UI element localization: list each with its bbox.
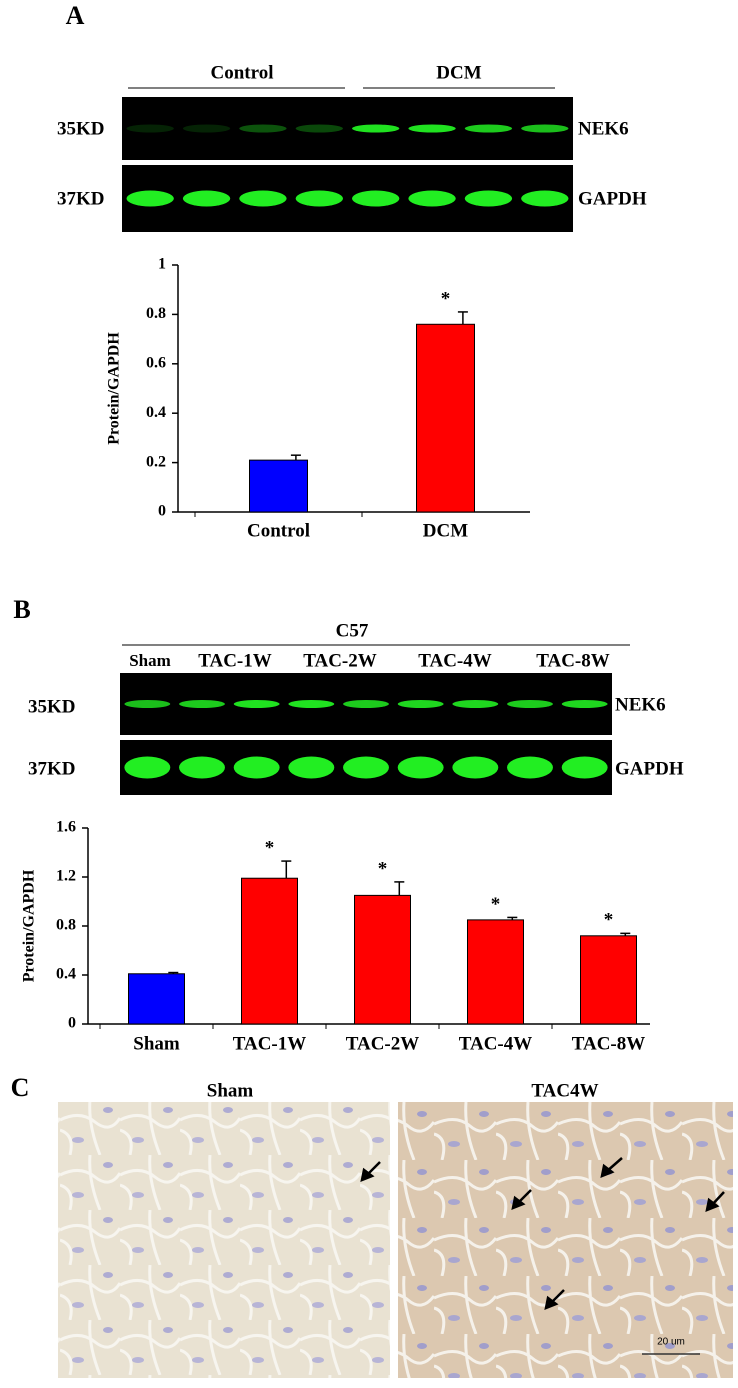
blot-band — [126, 190, 174, 207]
band-size: 35KD — [57, 118, 105, 139]
y-tick-label: 1 — [158, 256, 166, 273]
blot-band — [521, 190, 569, 207]
image-title: Sham — [207, 1080, 254, 1101]
blot-band — [397, 700, 444, 708]
blot-band — [179, 700, 225, 708]
group-label: DCM — [436, 62, 481, 83]
x-tick-label: TAC-1W — [233, 1033, 307, 1054]
bar — [416, 323, 475, 513]
panel-label: B — [13, 595, 30, 624]
blot-band — [397, 756, 444, 779]
blot-band — [124, 700, 171, 708]
significance: * — [441, 288, 451, 309]
blot-band — [295, 124, 343, 133]
strain-label: C57 — [336, 620, 369, 641]
y-tick-label: 0.4 — [56, 966, 76, 983]
blot-band — [233, 700, 280, 708]
y-tick-label: 0.4 — [146, 404, 166, 421]
bar — [241, 877, 298, 1025]
blot-band — [507, 700, 553, 708]
band-protein: GAPDH — [615, 758, 684, 779]
blot-band — [124, 756, 171, 779]
y-axis-label: Protein/GAPDH — [106, 332, 123, 445]
blot-band — [179, 756, 225, 779]
y-tick-label: 0.6 — [146, 354, 166, 371]
x-tick-label: Control — [247, 520, 310, 541]
blot-band — [408, 190, 456, 207]
blot-band — [352, 124, 400, 133]
significance: * — [604, 910, 614, 931]
band-protein: NEK6 — [615, 694, 666, 715]
significance: * — [378, 858, 388, 879]
group-label: Control — [211, 62, 274, 83]
arrows — [360, 1157, 725, 1311]
bar — [249, 459, 308, 513]
x-tick-label: TAC-2W — [346, 1033, 420, 1054]
band-size: 35KD — [28, 696, 76, 717]
y-tick-label: 0 — [158, 503, 166, 520]
blot-band — [452, 756, 499, 779]
blot-band — [295, 190, 343, 207]
blot-band — [182, 190, 231, 207]
significance: * — [491, 894, 501, 915]
blot-band — [182, 124, 231, 133]
bar — [128, 973, 185, 1025]
blot-band — [343, 756, 389, 779]
band-size: 37KD — [57, 188, 105, 209]
y-tick-label: 0.8 — [146, 305, 166, 322]
blot-band — [239, 190, 287, 207]
blot-band — [408, 124, 456, 133]
blot-band — [239, 124, 287, 133]
blot-band — [288, 756, 335, 779]
y-tick-label: 1.2 — [56, 868, 76, 885]
x-tick-label: Sham — [133, 1033, 180, 1054]
y-tick-label: 0 — [68, 1015, 76, 1032]
y-axis-label: Protein/GAPDH — [21, 869, 38, 982]
lane-label: TAC-4W — [418, 650, 492, 671]
blot-band — [521, 124, 569, 133]
y-tick-label: 0.8 — [56, 917, 76, 934]
lane-label: TAC-1W — [198, 650, 272, 671]
y-tick-label: 0.2 — [146, 453, 166, 470]
blot-band — [507, 756, 553, 779]
blot-band — [126, 124, 174, 133]
image-title: TAC4W — [531, 1080, 598, 1101]
histology-image — [398, 1102, 733, 1378]
bar — [354, 894, 411, 1025]
band-size: 37KD — [28, 758, 76, 779]
lane-label: Sham — [129, 651, 171, 670]
blot-band — [464, 124, 513, 133]
panel-label: A — [66, 1, 85, 30]
blot-band — [464, 190, 513, 207]
x-tick-label: TAC-4W — [459, 1033, 533, 1054]
blot-band — [343, 700, 389, 708]
x-tick-label: DCM — [423, 520, 468, 541]
blot-band — [452, 700, 499, 708]
y-tick-label: 1.6 — [56, 819, 76, 836]
blot-band — [233, 756, 280, 779]
lane-label: TAC-2W — [303, 650, 377, 671]
blot-band — [288, 700, 335, 708]
scale-label: 20 um — [657, 1337, 685, 1348]
significance: * — [265, 837, 275, 858]
blot-band — [561, 700, 608, 708]
bar — [580, 935, 637, 1025]
blot-band — [352, 190, 400, 207]
band-protein: GAPDH — [578, 188, 647, 209]
lane-label: TAC-8W — [536, 650, 610, 671]
panel-label: C — [11, 1073, 30, 1102]
band-protein: NEK6 — [578, 118, 629, 139]
blot-band — [561, 756, 608, 779]
histology-image — [58, 1102, 390, 1378]
x-tick-label: TAC-8W — [572, 1033, 646, 1054]
bar — [467, 919, 524, 1025]
